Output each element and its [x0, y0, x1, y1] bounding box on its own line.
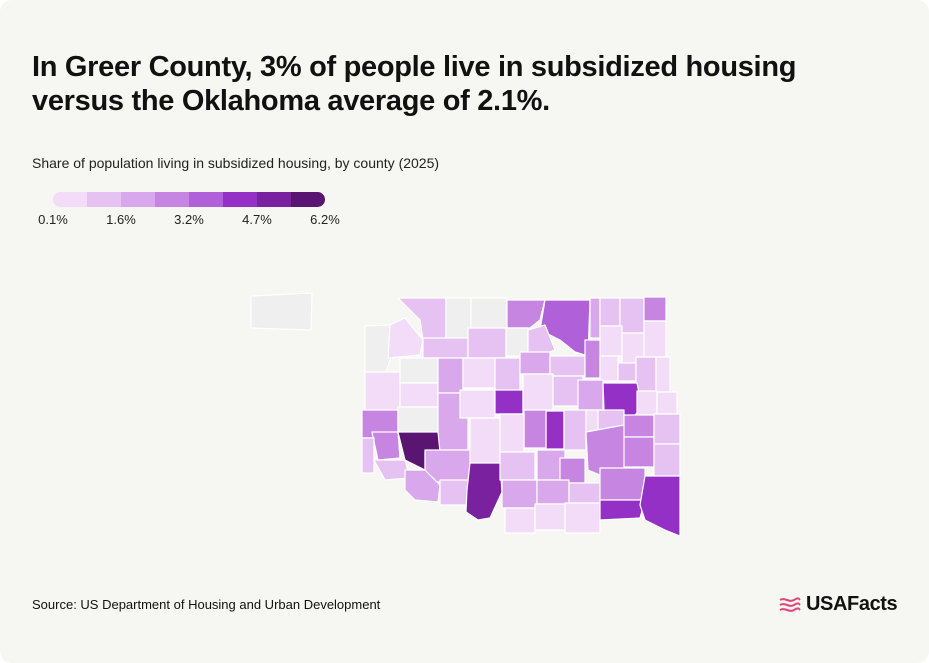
county-shape [494, 389, 524, 415]
legend-tick-label: 1.6% [106, 212, 136, 227]
legend-swatch-4 [155, 192, 189, 207]
legend-swatch-8 [291, 192, 325, 207]
county-shape [437, 357, 464, 394]
county-shape [506, 299, 546, 329]
usafacts-logo: USAFacts [779, 593, 898, 616]
county-shape [523, 409, 547, 449]
county-shape [639, 475, 681, 537]
county-shape [536, 479, 570, 505]
county-shape [361, 437, 375, 474]
county-shape [445, 297, 472, 339]
source-note: Source: US Department of Housing and Urb… [32, 597, 381, 612]
county-shape [499, 451, 536, 481]
legend-swatch-7 [257, 192, 291, 207]
county-shape [364, 371, 401, 411]
county-shape [623, 436, 655, 468]
county-shape [469, 417, 501, 464]
county-shape [655, 356, 671, 393]
county-shape [599, 355, 619, 382]
county-shape [387, 317, 424, 359]
brand-name: USAFacts [806, 593, 898, 615]
chart-title: In Greer County, 3% of people live in su… [32, 51, 797, 117]
county-shape [422, 337, 469, 359]
legend-swatch-1 [53, 192, 87, 207]
county-shape [534, 503, 566, 531]
county-shape [559, 457, 586, 484]
legend-swatch-3 [121, 192, 155, 207]
county-shape [653, 413, 681, 445]
county-shape [465, 462, 503, 521]
county-shape [619, 297, 645, 334]
legend-tick-label: 0.1% [38, 212, 68, 227]
county-shape [563, 409, 587, 451]
county-shape [364, 324, 396, 376]
county-shape [504, 507, 536, 534]
flag-icon [779, 596, 801, 612]
county-shape [519, 351, 551, 375]
county-shape [399, 382, 439, 408]
county-shape [617, 362, 637, 382]
county-shape [564, 502, 601, 534]
legend-tick-label: 3.2% [174, 212, 204, 227]
county-shape [494, 357, 521, 391]
county-shape [459, 389, 496, 419]
county-shape [371, 431, 401, 461]
county-shape [636, 390, 658, 416]
county-shape [599, 297, 621, 327]
county-shape [499, 413, 525, 453]
county-shape [545, 410, 565, 450]
county-shape [643, 296, 667, 322]
color-legend [53, 192, 325, 207]
county-shape [656, 391, 678, 415]
county-shape [599, 499, 646, 521]
county-shape [399, 357, 439, 384]
legend-swatch-5 [189, 192, 223, 207]
county-shape [501, 479, 538, 509]
county-shape [397, 406, 439, 433]
county-shape [623, 414, 655, 438]
chart-subtitle: Share of population living in subsidized… [32, 155, 440, 171]
county-shape [599, 325, 623, 357]
county-shape [522, 373, 554, 411]
county-shape [599, 467, 646, 501]
county-shape [584, 339, 601, 379]
legend-swatch-2 [87, 192, 121, 207]
county-shape [568, 482, 602, 504]
county-shape [404, 469, 441, 503]
county-shape [467, 327, 507, 359]
county-shape [653, 443, 681, 477]
legend-tick-label: 4.7% [242, 212, 272, 227]
legend-swatch-6 [223, 192, 257, 207]
county-shape [470, 297, 508, 329]
county-shape [635, 356, 657, 392]
county-shape [250, 292, 313, 331]
county-shape [643, 320, 667, 358]
county-shape [439, 479, 471, 506]
county-shape [577, 379, 604, 411]
legend-tick-label: 6.2% [310, 212, 340, 227]
county-shape [549, 355, 586, 377]
county-shape [589, 297, 601, 339]
legend-ticks: 0.1% 1.6% 3.2% 4.7% 6.2% [0, 212, 400, 230]
oklahoma-county-map [250, 292, 681, 537]
county-shape [462, 357, 496, 389]
